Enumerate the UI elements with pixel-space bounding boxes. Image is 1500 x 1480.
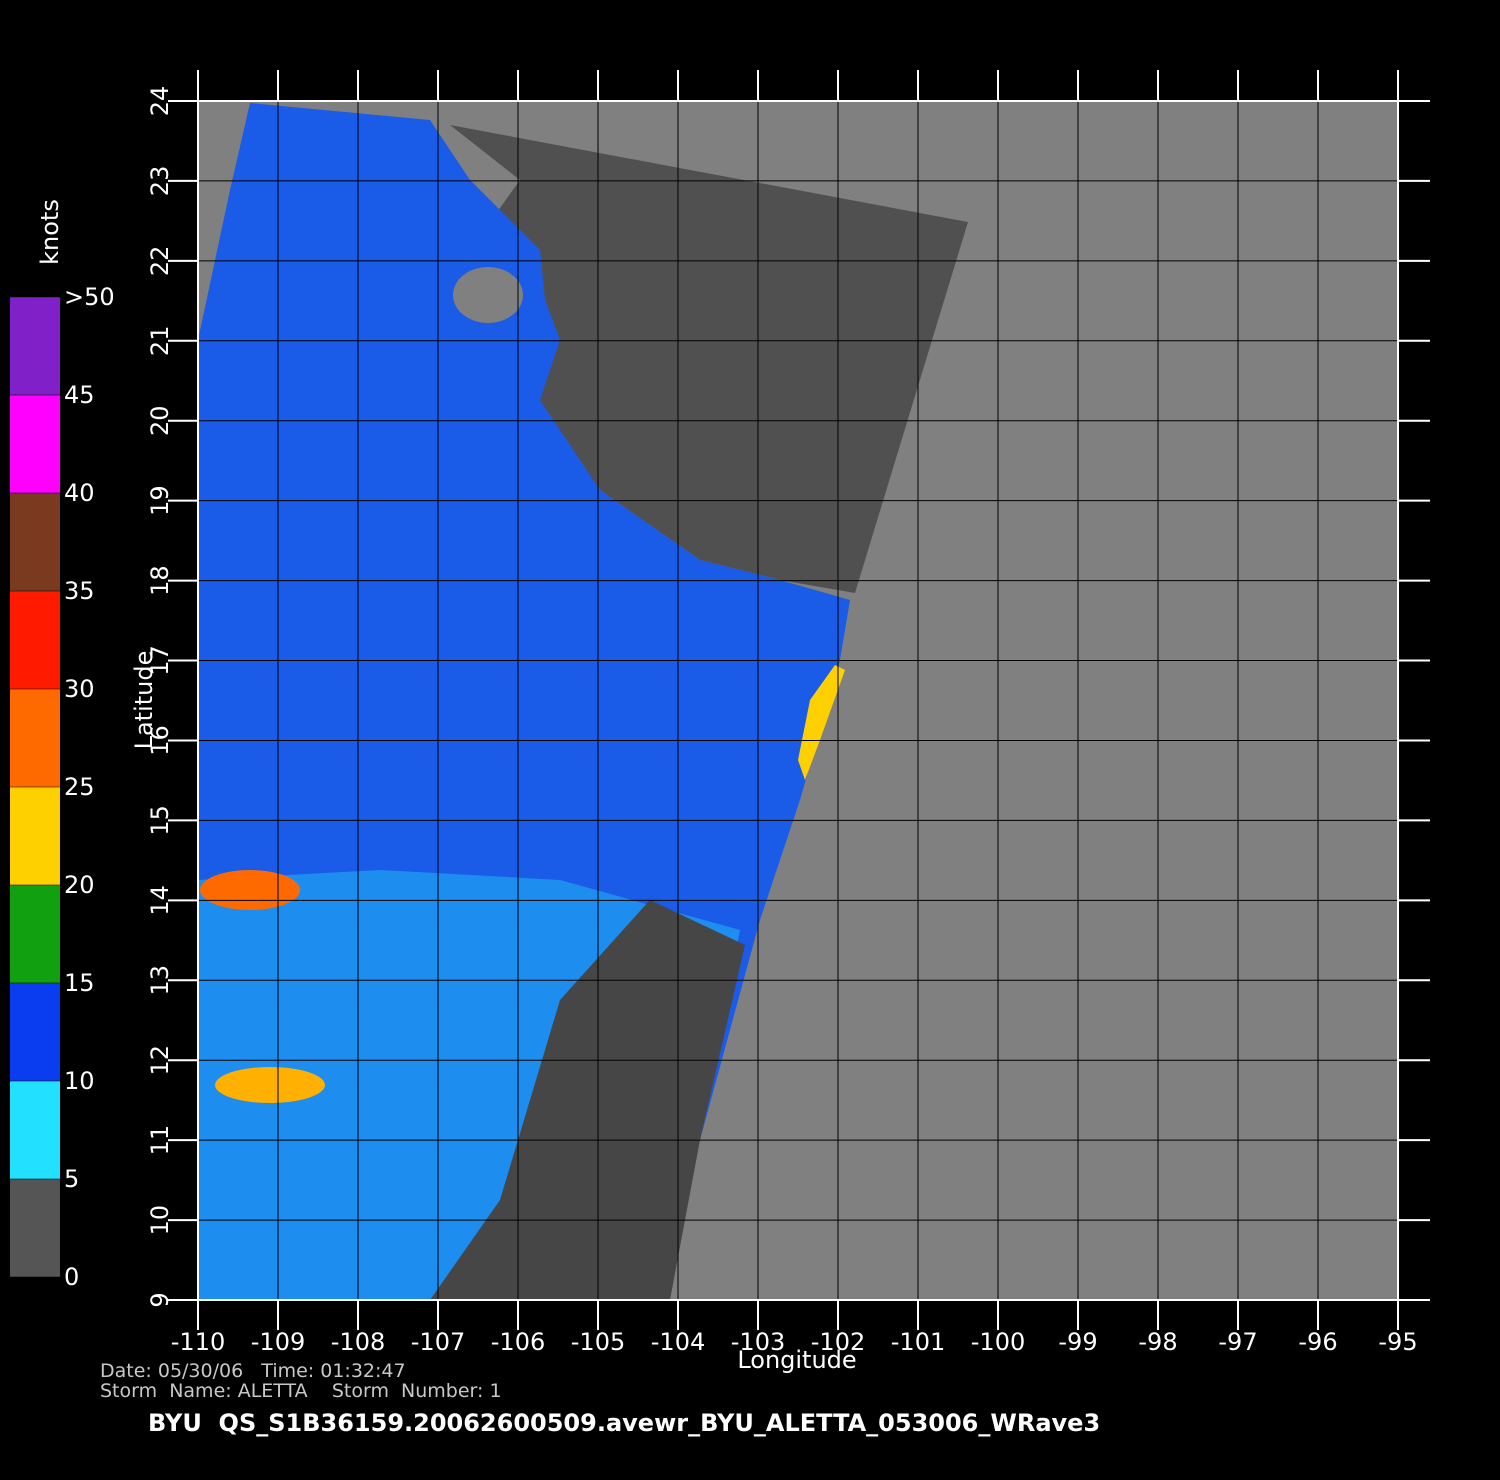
y-tick-label: 11 [146,1125,174,1156]
colorbar-band [10,689,60,787]
colorbar-label: 45 [64,381,95,409]
x-tick-label: -102 [811,1328,865,1356]
strong-wind-area [215,1067,325,1103]
x-axis-label: Longitude [737,1346,856,1374]
colorbar-label: 0 [64,1263,79,1291]
colorbar: 0 5 10 15 20 25 30 35 40 45 >50 [10,283,115,1291]
x-tick-label: -101 [891,1328,945,1356]
colorbar-band [10,1179,60,1277]
y-tick-label: 16 [146,725,174,756]
y-tick-label: 20 [146,405,174,436]
x-tick-label: -100 [971,1328,1025,1356]
colorbar-label: 15 [64,969,95,997]
x-tick-label: -107 [411,1328,465,1356]
colorbar-label: 30 [64,675,95,703]
strong-wind-band [798,665,845,780]
x-tick-label: -105 [571,1328,625,1356]
colorbar-label: 35 [64,577,95,605]
colorbar-band [10,297,60,395]
x-tick-label: -104 [651,1328,705,1356]
x-tick-label: -97 [1218,1328,1257,1356]
colorbar-title: knots [36,199,64,265]
x-tick-label: -110 [171,1328,225,1356]
colorbar-band [10,787,60,885]
colorbar-label: >50 [64,283,115,311]
colorbar-band [10,983,60,1081]
axes [168,70,1430,1330]
x-tick-label: -106 [491,1328,545,1356]
y-tick-label: 23 [146,166,174,197]
y-tick-label: 13 [146,965,174,996]
colorbar-band [10,885,60,983]
x-tick-label: -95 [1378,1328,1417,1356]
y-axis-label: Latitude [130,651,158,750]
footer-title: BYU QS_S1B36159.20062600509.avewr_BYU_AL… [148,1409,1100,1437]
x-tick-label: -108 [331,1328,385,1356]
colorbar-band [10,395,60,493]
y-tick-label: 10 [146,1205,174,1236]
y-tick-label: 18 [146,565,174,596]
colorbar-label: 5 [64,1165,79,1193]
y-tick-label: 17 [146,645,174,676]
y-tick-label: 15 [146,805,174,836]
colorbar-label: 40 [64,479,95,507]
colorbar-label: 25 [64,773,95,801]
x-tick-label: -96 [1298,1328,1337,1356]
calm-region [430,900,745,1300]
colorbar-label: 20 [64,871,95,899]
x-tick-label: -103 [731,1328,785,1356]
y-tick-label: 24 [146,86,174,117]
x-tick-label: -98 [1138,1328,1177,1356]
colorbar-band [10,493,60,591]
x-tick-label: -109 [251,1328,305,1356]
y-tick-label: 12 [146,1045,174,1076]
storm-line: Storm Name: ALETTA Storm Number: 1 [100,1380,502,1402]
y-tick-label: 9 [146,1292,174,1307]
y-tick-label: 22 [146,246,174,277]
colorbar-label: 10 [64,1067,95,1095]
y-tick-label: 21 [146,326,174,357]
island [453,267,523,323]
strong-wind-area [200,870,300,910]
colorbar-band [10,591,60,689]
date-line: Date: 05/30/06 Time: 01:32:47 [100,1360,406,1382]
y-tick-label: 19 [146,485,174,516]
colorbar-band [10,1081,60,1179]
x-tick-label: -99 [1058,1328,1097,1356]
y-tick-label: 14 [146,885,174,916]
